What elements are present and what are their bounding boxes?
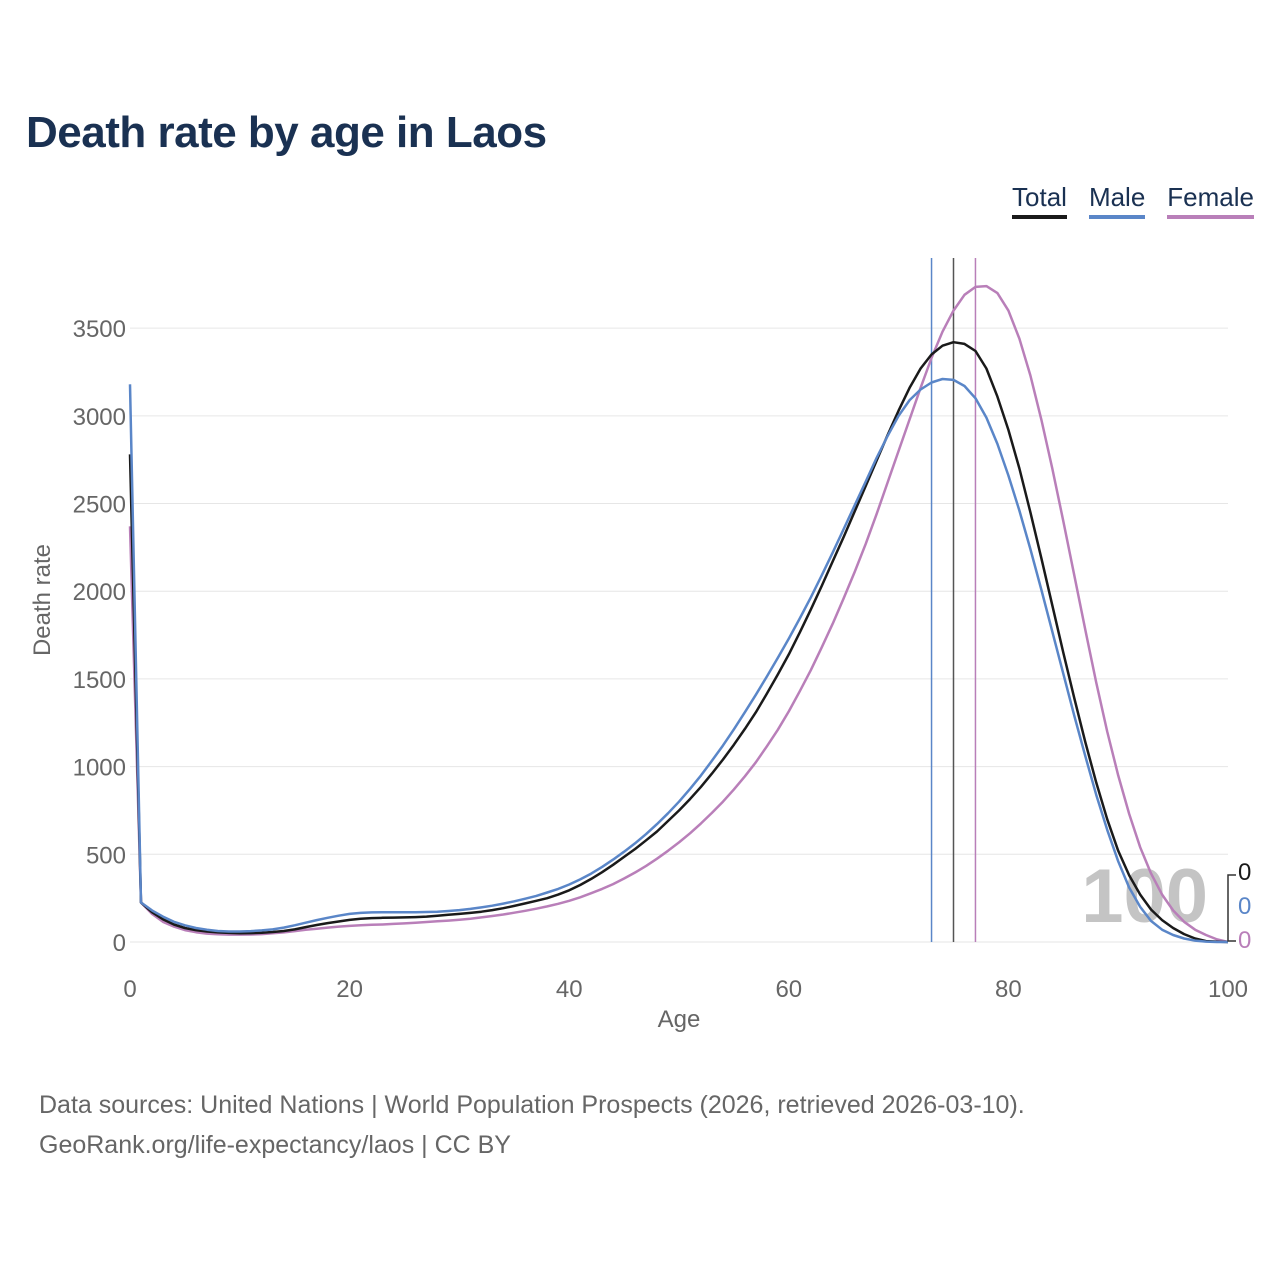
y-tick-label: 500 [86,842,126,869]
x-tick-label: 100 [1208,976,1248,1003]
end-labels: 0 0 0 [1227,859,1251,954]
x-tick-labels: 0 20 40 60 80 100 [123,976,1248,1003]
legend-item-male[interactable]: Male [1088,182,1146,219]
y-axis-label: Death rate [29,544,56,656]
footer-source: Data sources: United Nations | World Pop… [39,1091,1025,1119]
y-tick-label: 0 [113,930,126,957]
series-line-male [128,377,1228,944]
x-tick-label: 80 [995,976,1022,1003]
x-tick-label: 20 [336,976,363,1003]
y-tick-label: 2500 [73,492,126,519]
y-tick-label: 3500 [73,316,126,343]
x-tick-label: 0 [123,976,136,1003]
series-line-female [128,284,1229,944]
y-tick-labels: 0 500 1000 1500 2000 2500 3000 3500 [73,316,126,957]
y-tick-label: 3000 [73,404,126,431]
footer-credit: GeoRank.org/life-expectancy/laos | CC BY [39,1131,511,1159]
legend-item-female[interactable]: Female [1167,182,1254,219]
y-tick-label: 2000 [73,579,126,606]
reference-lines [930,258,977,942]
y-tick-label: 1500 [73,667,126,694]
end-label: 0 [1238,859,1251,886]
end-label-bracket [1227,874,1236,942]
y-tick-label: 1000 [73,755,126,782]
legend-item-total[interactable]: Total [1012,182,1067,219]
end-label: 0 [1238,927,1251,954]
end-label: 0 [1238,893,1251,920]
legend: Total Male Female [1012,182,1254,219]
gridlines [130,327,1228,943]
footer: Data sources: United Nations | World Pop… [39,1085,1025,1165]
series-lines [128,284,1229,944]
x-tick-label: 60 [775,976,802,1003]
series-line-total [128,340,1229,944]
x-axis-label: Age [658,1006,701,1033]
chart-title: Death rate by age in Laos [26,108,547,157]
x-tick-label: 40 [556,976,583,1003]
